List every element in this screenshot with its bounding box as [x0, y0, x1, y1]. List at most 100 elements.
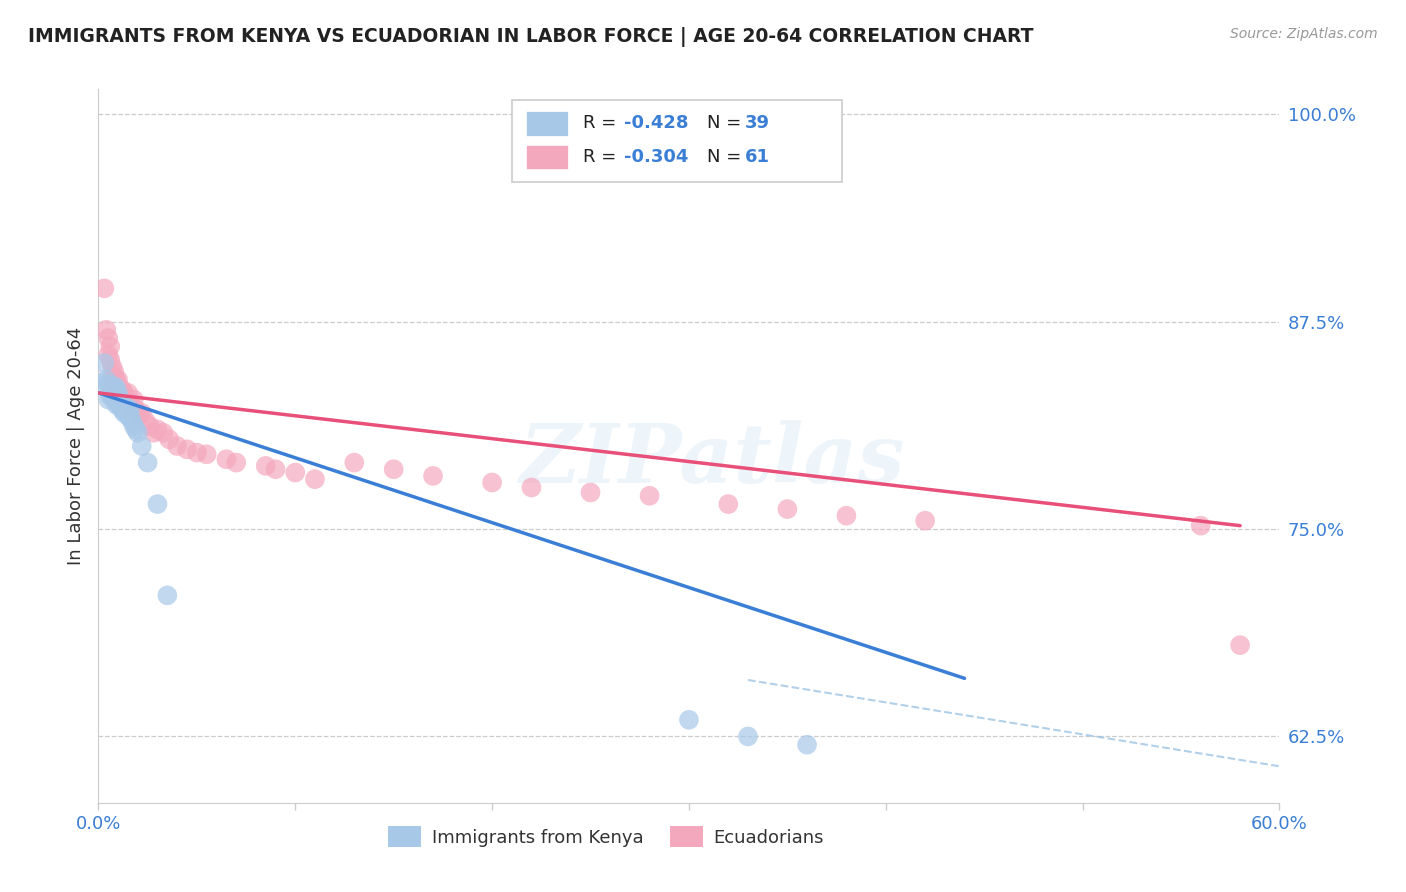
- Point: [166, 439, 188, 453]
- Point: [107, 397, 129, 411]
- Point: [128, 409, 150, 424]
- Point: [98, 379, 121, 393]
- Point: [98, 352, 121, 367]
- Point: [717, 497, 740, 511]
- Point: [638, 489, 661, 503]
- Point: [776, 502, 799, 516]
- Point: [103, 389, 125, 403]
- Point: [121, 402, 143, 417]
- Point: [678, 713, 700, 727]
- Point: [146, 422, 169, 436]
- Point: [157, 433, 180, 447]
- Point: [117, 409, 139, 424]
- Point: [107, 379, 129, 393]
- Point: [118, 396, 141, 410]
- Point: [422, 468, 444, 483]
- Text: -0.304: -0.304: [624, 148, 689, 166]
- Point: [142, 425, 165, 440]
- Text: R =: R =: [582, 148, 621, 166]
- Point: [105, 376, 128, 390]
- Y-axis label: In Labor Force | Age 20-64: In Labor Force | Age 20-64: [66, 326, 84, 566]
- Point: [111, 383, 134, 397]
- Point: [343, 456, 366, 470]
- Point: [127, 425, 149, 440]
- Point: [118, 402, 141, 417]
- Text: Source: ZipAtlas.com: Source: ZipAtlas.com: [1230, 27, 1378, 41]
- Text: -0.428: -0.428: [624, 114, 689, 132]
- Point: [737, 730, 759, 744]
- Text: ZIPatlas: ZIPatlas: [520, 420, 905, 500]
- Point: [138, 419, 160, 434]
- Point: [115, 406, 138, 420]
- Point: [93, 356, 115, 370]
- Point: [127, 406, 149, 420]
- Point: [122, 392, 145, 407]
- Text: IMMIGRANTS FROM KENYA VS ECUADORIAN IN LABOR FORCE | AGE 20-64 CORRELATION CHART: IMMIGRANTS FROM KENYA VS ECUADORIAN IN L…: [28, 27, 1033, 46]
- Point: [520, 481, 543, 495]
- Text: N =: N =: [707, 148, 747, 166]
- Point: [225, 456, 247, 470]
- Point: [103, 379, 125, 393]
- FancyBboxPatch shape: [512, 100, 842, 182]
- Point: [156, 588, 179, 602]
- Point: [105, 397, 128, 411]
- Point: [146, 497, 169, 511]
- FancyBboxPatch shape: [526, 112, 568, 136]
- Point: [1189, 518, 1212, 533]
- Point: [107, 373, 129, 387]
- Point: [107, 385, 129, 400]
- Point: [97, 377, 120, 392]
- Point: [117, 402, 139, 417]
- Point: [101, 373, 124, 387]
- Point: [107, 385, 129, 400]
- Point: [579, 485, 602, 500]
- Text: 61: 61: [744, 148, 769, 166]
- Point: [1229, 638, 1251, 652]
- Point: [97, 331, 120, 345]
- Point: [382, 462, 405, 476]
- Point: [125, 422, 148, 436]
- Point: [111, 396, 134, 410]
- Point: [186, 445, 208, 459]
- Text: R =: R =: [582, 114, 621, 132]
- Point: [97, 348, 120, 362]
- Point: [105, 373, 128, 387]
- Point: [131, 406, 153, 420]
- Point: [103, 364, 125, 378]
- Point: [835, 508, 858, 523]
- Point: [91, 376, 114, 390]
- Point: [111, 402, 134, 417]
- Point: [105, 381, 128, 395]
- Point: [97, 392, 120, 407]
- Point: [117, 396, 139, 410]
- Point: [254, 458, 277, 473]
- Point: [105, 381, 128, 395]
- Point: [118, 409, 141, 424]
- Point: [112, 399, 135, 413]
- Point: [914, 514, 936, 528]
- Point: [117, 385, 139, 400]
- Point: [264, 462, 287, 476]
- Point: [93, 281, 115, 295]
- Point: [125, 402, 148, 417]
- Point: [131, 439, 153, 453]
- Point: [101, 389, 124, 403]
- Point: [135, 414, 157, 428]
- Point: [481, 475, 503, 490]
- Point: [98, 389, 121, 403]
- Text: N =: N =: [707, 114, 747, 132]
- Point: [108, 392, 131, 407]
- Point: [284, 466, 307, 480]
- Point: [111, 389, 134, 403]
- Point: [105, 389, 128, 403]
- Point: [101, 359, 124, 374]
- Point: [121, 414, 143, 428]
- Point: [115, 392, 138, 407]
- Point: [107, 392, 129, 407]
- Point: [122, 419, 145, 434]
- Point: [152, 425, 174, 440]
- Text: 39: 39: [744, 114, 769, 132]
- Point: [108, 389, 131, 403]
- Point: [103, 379, 125, 393]
- Point: [108, 381, 131, 395]
